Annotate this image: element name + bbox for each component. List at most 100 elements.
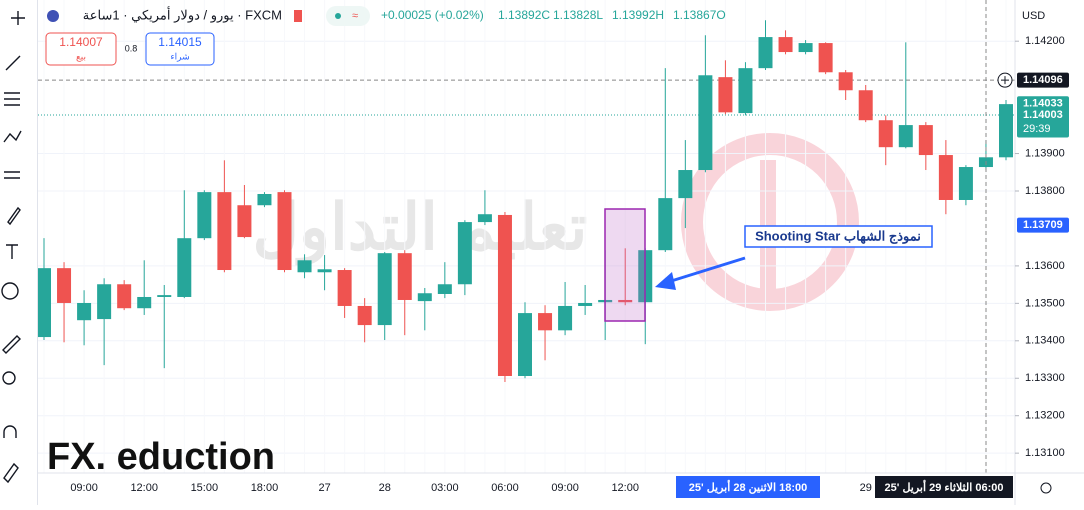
high: 1.13992H xyxy=(612,8,664,22)
spread: 0.8 xyxy=(125,43,138,53)
candle-body xyxy=(377,253,392,326)
x-tick-label: 03:00 xyxy=(431,482,459,494)
grid xyxy=(38,0,1015,473)
candle-body xyxy=(518,313,532,377)
arrow xyxy=(667,256,746,284)
tool-fib[interactable] xyxy=(4,92,20,106)
candle-body xyxy=(397,253,412,300)
candle-body xyxy=(938,155,953,200)
x-tick-label: 28 xyxy=(379,482,391,494)
x-tick-label: 29 xyxy=(860,482,872,494)
candle-body xyxy=(197,192,212,239)
brand: FX. eduction xyxy=(47,436,275,478)
candle-body xyxy=(658,198,673,251)
candle-body xyxy=(357,305,372,326)
candle-body xyxy=(437,284,452,294)
open: 1.13867O xyxy=(673,8,726,22)
sell-label[interactable]: بيع xyxy=(76,51,86,62)
countdown: 29:39 xyxy=(1023,123,1051,135)
time-highlight xyxy=(676,476,820,498)
candle-body xyxy=(217,192,232,271)
symbol: يورو / دولار أمريكي · 1ساعة · FXCM xyxy=(83,6,282,23)
time-highlight-label: 18:00 الاثنين 28 أبريل '25 xyxy=(689,480,807,494)
tool-brush[interactable] xyxy=(7,206,21,226)
x-tick-label: 12:00 xyxy=(611,482,639,494)
y-tick-label: 1.13500 xyxy=(1025,297,1065,309)
axis: 1.13100 1.13200 1.13300 1.13400 1.13500 1.136… xyxy=(70,35,1069,498)
price-tag xyxy=(1017,107,1069,138)
close: 1.13892C xyxy=(498,8,550,22)
tool-forecast[interactable] xyxy=(4,171,20,179)
candle-body xyxy=(538,313,553,331)
y-tick-label: 1.14200 xyxy=(1025,35,1065,47)
add-alert-plus xyxy=(1001,76,1009,85)
candle-body xyxy=(457,222,472,285)
flag xyxy=(47,10,59,22)
y-tick-label: 1.13300 xyxy=(1025,372,1065,384)
status-icon: ≈ xyxy=(352,10,358,22)
candle-body xyxy=(999,104,1013,158)
tool-magnet[interactable] xyxy=(3,425,17,438)
tool-pattern[interactable] xyxy=(3,130,22,143)
candle-body xyxy=(237,205,252,238)
tool-line[interactable] xyxy=(5,55,21,71)
candle-body xyxy=(558,305,573,331)
candle-body xyxy=(57,268,72,303)
buy-button[interactable] xyxy=(145,32,215,66)
candle-body xyxy=(958,167,973,200)
candle-body xyxy=(758,37,773,69)
tool-zoom[interactable] xyxy=(2,371,16,385)
tool-cross[interactable] xyxy=(11,11,25,25)
watermark: تعليم التداول xyxy=(253,191,588,266)
candle-body xyxy=(337,270,352,306)
candle-body xyxy=(77,302,92,321)
tool-lock[interactable] xyxy=(3,462,19,484)
x-tick-label: 12:00 xyxy=(130,482,158,494)
x-tick-label: 09:00 xyxy=(70,482,98,494)
sell-price[interactable]: 1.14007 xyxy=(59,35,103,49)
annotation: Shooting Star نموذج الشهاب xyxy=(755,228,921,244)
candle-body xyxy=(297,260,312,273)
candles xyxy=(37,20,1013,382)
price-tag xyxy=(1017,72,1069,88)
sell-button[interactable] xyxy=(45,32,117,66)
buy-label[interactable]: شراء xyxy=(170,51,189,62)
tool-text[interactable] xyxy=(6,244,18,259)
candle-body xyxy=(37,268,51,338)
candle-body xyxy=(818,43,833,73)
y-tick-label: 1.13100 xyxy=(1025,447,1065,459)
price-tag-label: 1.14033 xyxy=(1023,98,1063,110)
x-tick-label: 15:00 xyxy=(191,482,219,494)
candle-body xyxy=(858,90,873,121)
candle-body xyxy=(157,295,172,297)
currency: USD xyxy=(1022,10,1045,22)
candle-body xyxy=(838,72,853,91)
buy-price[interactable]: 1.14015 xyxy=(158,35,202,49)
price-tag-label: 1.13709 xyxy=(1023,219,1063,231)
settings[interactable] xyxy=(1040,482,1052,494)
status-dot xyxy=(335,13,341,19)
candle-body xyxy=(918,125,933,156)
candle-body xyxy=(477,214,492,223)
y-tick-label: 1.13600 xyxy=(1025,260,1065,272)
y-tick-label: 1.13400 xyxy=(1025,335,1065,347)
price-tag-label: 1.14096 xyxy=(1023,74,1063,86)
candle-body xyxy=(878,120,893,148)
tool-ruler[interactable] xyxy=(2,335,21,354)
x-tick-label: 09:00 xyxy=(551,482,579,494)
candle-body xyxy=(798,43,813,53)
candle-body xyxy=(618,299,633,303)
y-tick-label: 1.13900 xyxy=(1025,147,1065,159)
change: +0.00025 (+0.02%) xyxy=(381,8,484,22)
tool-emoji[interactable] xyxy=(1,282,19,300)
time-highlight-label: 06:00 الثلاثاء 29 أبريل '25 xyxy=(885,480,1004,494)
candle-body xyxy=(698,75,713,171)
status-pill xyxy=(326,6,370,26)
candle-body xyxy=(898,125,913,148)
price-tag xyxy=(1017,217,1069,233)
low: 1.13828L xyxy=(553,8,603,22)
candle-body xyxy=(317,269,332,273)
price-tag-label: 1.14003 xyxy=(1023,109,1063,121)
candle-body xyxy=(117,284,132,309)
